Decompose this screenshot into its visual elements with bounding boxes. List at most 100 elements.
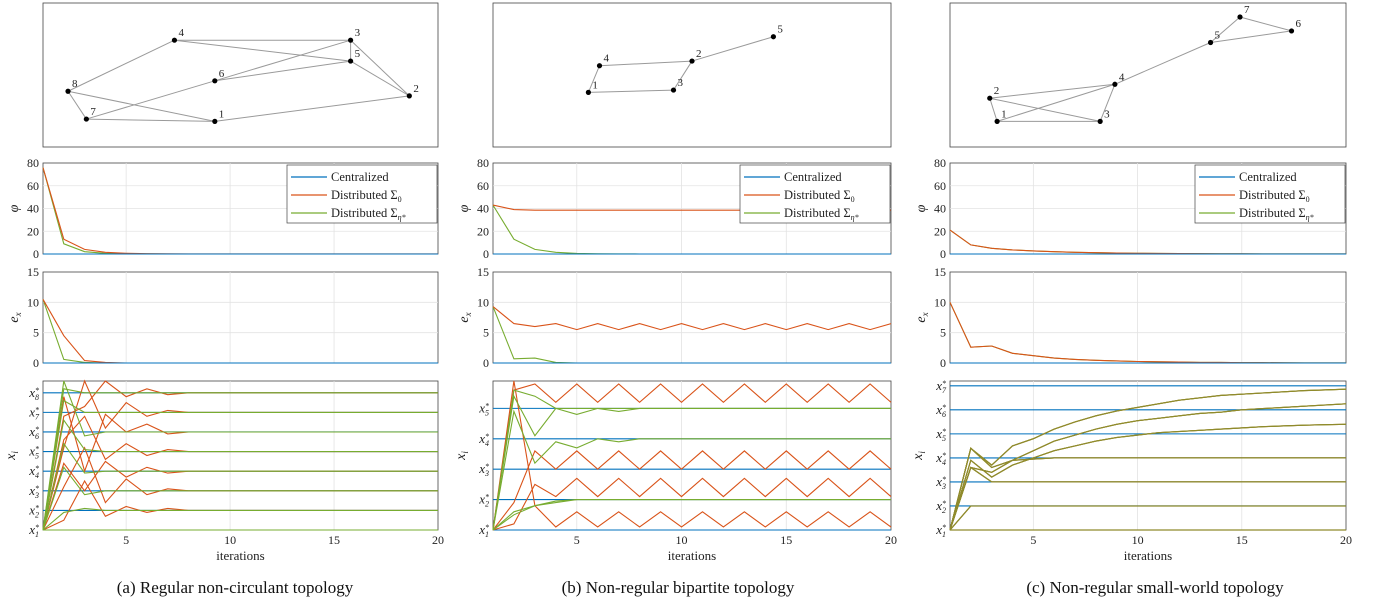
x-tick-label: 15 [328, 533, 340, 547]
y-tick-label: 20 [27, 224, 39, 238]
graph-node-label: 1 [219, 108, 225, 120]
target-tick-label: x* 7 [28, 404, 40, 421]
graph-node [1207, 39, 1214, 46]
graph-edge [691, 36, 774, 62]
graph-edge [214, 60, 351, 82]
overlap-trace [949, 447, 1346, 531]
y-tick-label: 5 [33, 326, 39, 340]
graph-edge [174, 39, 351, 62]
graph-node-label: 6 [1296, 18, 1302, 30]
target-tick-label: x* 2 [935, 498, 946, 515]
graph-node-label: 5 [777, 24, 783, 36]
graph-node-label: 7 [90, 106, 96, 118]
graph-edge [86, 118, 215, 122]
sigma-eta-trace [42, 442, 438, 531]
graph-edge [587, 65, 600, 93]
legend-label: Centralized [331, 170, 389, 184]
target-tick-label: x* 5 [28, 444, 39, 461]
graph-node [585, 89, 592, 95]
sigma-eta-trace [492, 499, 891, 531]
caption-b: (b) Non-regular bipartite topology [561, 578, 795, 597]
axes-frame [42, 380, 439, 531]
graph-node-label: 3 [678, 77, 684, 89]
sigma-eta-trace [492, 409, 891, 531]
graph-node [65, 88, 71, 94]
xi-axes: 5 10 15 20 x* 1 x* 2 x* 3 x* 4 x* 5 xi iterations [454, 380, 897, 563]
x-tick-label: 5 [123, 533, 129, 547]
sigma-eta-trace [492, 389, 891, 531]
sigma-eta-trace [42, 388, 438, 531]
graph-edge [67, 90, 87, 120]
sigma0-trace [492, 380, 892, 531]
x-axis-label: iterations [216, 548, 264, 563]
target-tick-label: x* 2 [478, 492, 489, 509]
y-tick-label: 0 [33, 356, 39, 370]
graph-node-label: 4 [604, 53, 610, 65]
sigma0-trace [492, 477, 892, 531]
panel-c: 12 3 4 5 6 7 0 20 40 60 80 φ Centralized Distributed … [911, 2, 1352, 563]
y-tick-label: 60 [27, 179, 39, 193]
graph-edge [1239, 16, 1292, 32]
graph-node-label: 1 [592, 79, 598, 91]
sigma0-trace [492, 449, 892, 531]
graph-node-label: 2 [696, 48, 702, 60]
target-tick-label: x* 4 [935, 450, 946, 467]
axes-frame [949, 271, 1347, 364]
y-tick-label: 40 [934, 202, 946, 216]
graph-edge [1099, 84, 1116, 122]
xi-axes: 5 10 15 20 x* 1 x* 2 x* 3 x* 4 x* 5 x* 6 x* 7 x* 8 xi iterati… [4, 379, 444, 563]
graph-node [212, 118, 218, 124]
y-tick-label: 20 [934, 224, 946, 238]
axes-frame [492, 380, 892, 531]
y-tick-label: 10 [27, 295, 39, 309]
graph-frame [949, 2, 1347, 148]
target-tick-label: x* 6 [28, 424, 39, 441]
ex-ylabel: ex [457, 312, 473, 322]
graph-node [689, 58, 695, 64]
overlap-trace [949, 403, 1347, 531]
ex-axes: 0 5 10 15 ex [7, 265, 439, 370]
phi-ylabel: φ [7, 204, 22, 212]
y-tick-label: 5 [940, 326, 946, 340]
graph-edge [1210, 16, 1241, 43]
graph-edge [989, 98, 998, 122]
overlap-trace [949, 466, 1346, 531]
ex-ylabel: ex [7, 312, 23, 322]
graph-edge [350, 60, 410, 97]
y-tick-label: 60 [934, 179, 946, 193]
graph-edge [673, 60, 693, 91]
sigma-eta-trace [42, 380, 438, 531]
graph-node [987, 95, 993, 101]
y-tick-label: 0 [483, 356, 489, 370]
graph-node-label: 6 [219, 68, 225, 80]
overlap-trace [949, 505, 1346, 531]
x-tick-label: 5 [574, 533, 580, 547]
target-tick-label: x* 3 [935, 474, 946, 491]
target-tick-label: x* 1 [935, 522, 946, 539]
graph-node-label: 5 [355, 48, 361, 60]
ex-axes: 0 5 10 15 ex [914, 265, 1347, 370]
graph-edge [1114, 42, 1211, 85]
y-tick-label: 5 [483, 326, 489, 340]
caption-a: (a) Regular non-circulant topology [116, 578, 354, 597]
graph-edge [86, 80, 215, 120]
target-tick-label: x* 3 [28, 483, 39, 500]
ex-ylabel: ex [914, 312, 930, 322]
xi-axes: 5 10 15 20 x* 1 x* 2 x* 3 x* 4 x* 5 x* 6 x* 7 xi iterations [911, 378, 1352, 563]
target-tick-label: x* 1 [478, 522, 489, 539]
y-tick-label: 0 [33, 247, 39, 261]
sigma-eta-trace [42, 507, 438, 531]
graph-node-label: 3 [355, 27, 361, 39]
legend-label: Centralized [784, 170, 842, 184]
y-tick-label: 80 [934, 156, 946, 170]
y-tick-label: 0 [483, 247, 489, 261]
graph-node [348, 37, 354, 43]
graph-node [83, 116, 89, 122]
xi-ylabel: xi [911, 451, 927, 461]
x-tick-label: 10 [224, 533, 236, 547]
y-tick-label: 10 [934, 295, 946, 309]
graph-node-label: 5 [1215, 30, 1221, 42]
x-tick-label: 20 [885, 533, 897, 547]
y-tick-label: 80 [477, 156, 489, 170]
